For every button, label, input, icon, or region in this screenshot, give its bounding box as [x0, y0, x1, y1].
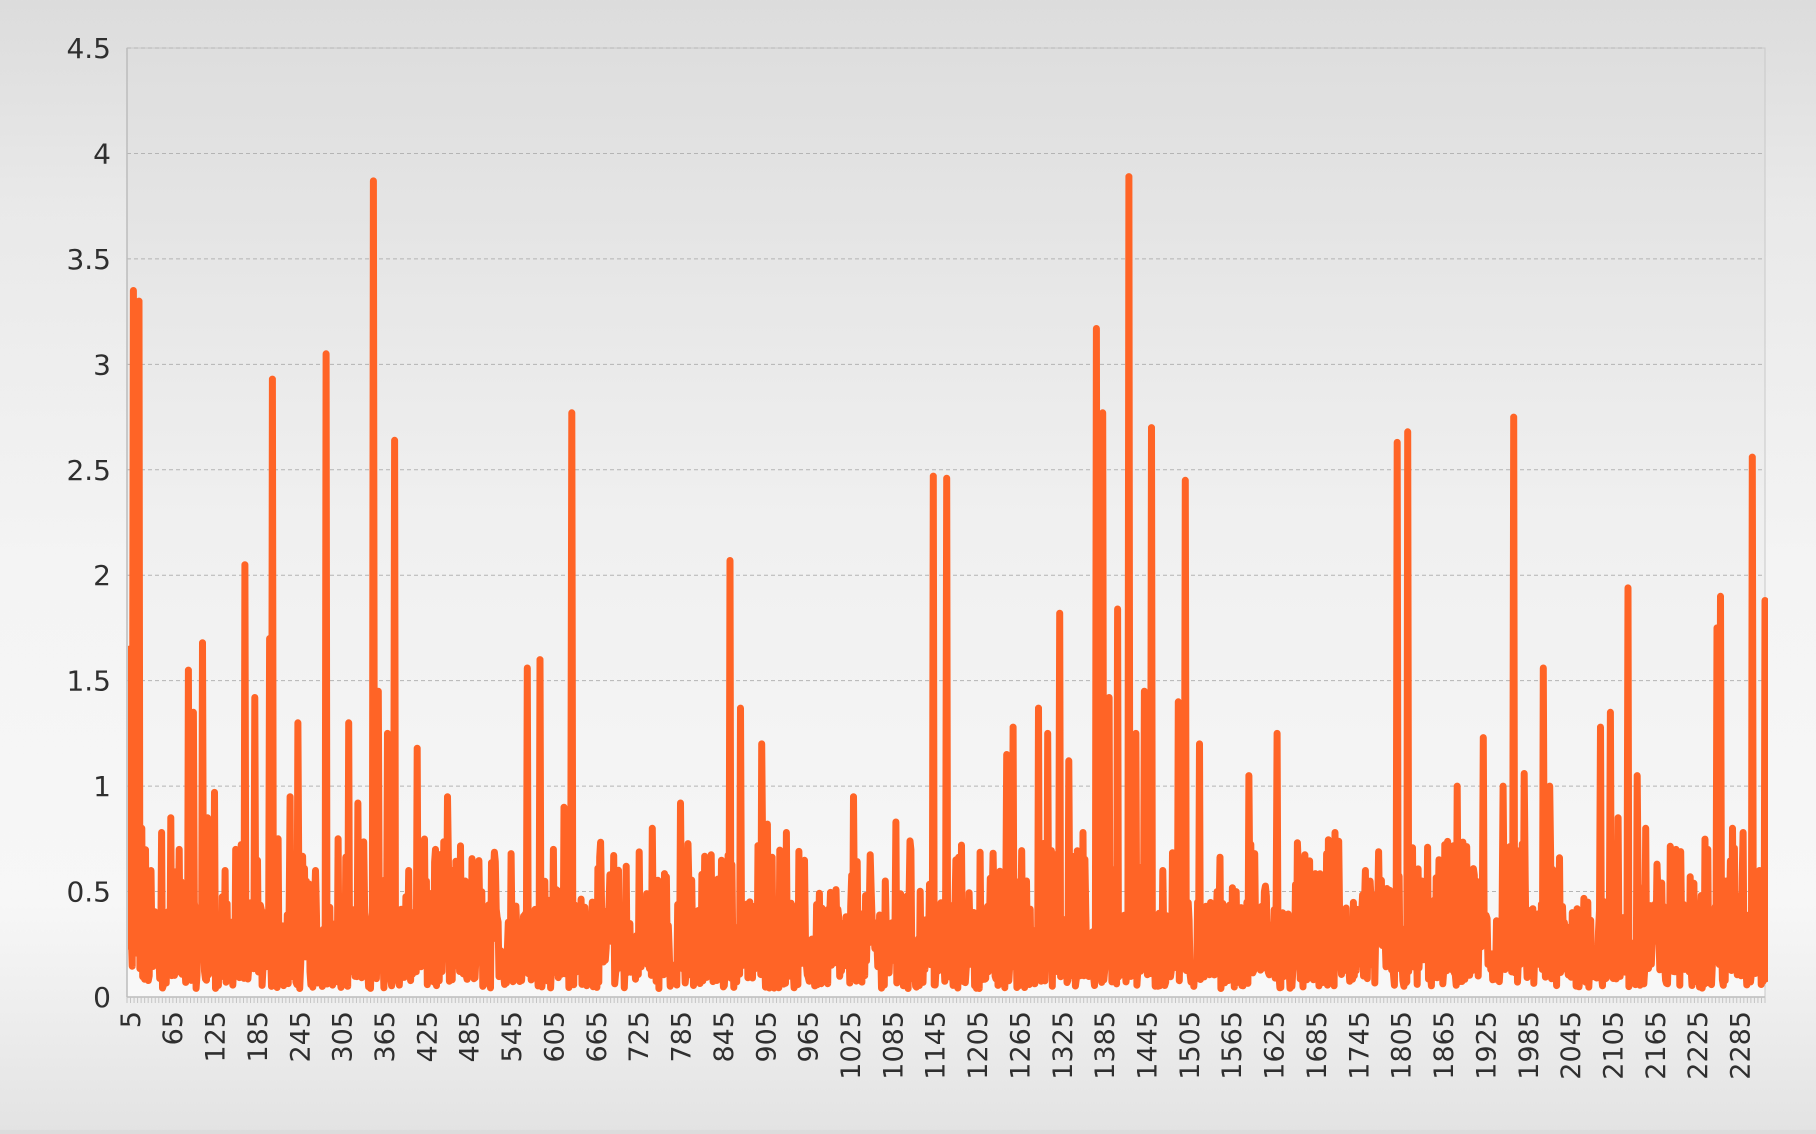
series-area [128, 173, 1768, 992]
x-tick-label: 1685 [1302, 1011, 1333, 1080]
x-tick-label: 2225 [1683, 1011, 1714, 1080]
x-tick-label: 905 [751, 1011, 782, 1063]
x-tick-label: 485 [455, 1011, 486, 1063]
series-line [128, 173, 1768, 992]
y-tick-label: 0.5 [66, 876, 111, 909]
x-tick-label: 125 [201, 1011, 232, 1063]
x-tick-label: 605 [539, 1011, 570, 1063]
x-tick-label: 1025 [836, 1011, 867, 1080]
y-axis-tick-labels: 0 0.5 1 1.5 2 2.5 3 3.5 4 4.5 [66, 32, 111, 1014]
x-tick-label: 1865 [1429, 1011, 1460, 1080]
x-tick-label: 1145 [921, 1011, 952, 1080]
gridlines [127, 47, 1765, 893]
x-tick-label: 305 [328, 1011, 359, 1063]
x-tick-label: 1265 [1005, 1011, 1036, 1080]
x-tick-label: 425 [412, 1011, 443, 1063]
x-tick-label: 2165 [1641, 1011, 1672, 1080]
x-tick-label: 545 [497, 1011, 528, 1063]
x-tick-label: 725 [624, 1011, 655, 1063]
y-tick-label: 3.5 [66, 243, 111, 276]
x-tick-label: 845 [709, 1011, 740, 1063]
y-tick-label: 1 [93, 770, 111, 803]
y-tick-label: 4 [93, 137, 111, 170]
x-tick-label: 185 [243, 1011, 274, 1063]
x-tick-label: 2045 [1556, 1011, 1587, 1080]
x-tick-label: 1805 [1387, 1011, 1418, 1080]
x-tick-label: 65 [158, 1011, 189, 1045]
x-axis-tick-labels: 5 65 125 185 245 305 365 425 485 545 605 665 725 785 8… [116, 1011, 1757, 1080]
y-tick-label: 0 [93, 981, 111, 1014]
x-tick-label: 1565 [1217, 1011, 1248, 1080]
x-tick-label: 1325 [1048, 1011, 1079, 1080]
x-tick-label: 1445 [1133, 1011, 1164, 1080]
y-tick-label: 3 [93, 348, 111, 381]
y-tick-label: 1.5 [66, 665, 111, 698]
x-tick-label: 1925 [1471, 1011, 1502, 1080]
x-tick-label: 2105 [1598, 1011, 1629, 1080]
x-tick-label: 1985 [1514, 1011, 1545, 1080]
x-tick-label: 5 [116, 1011, 147, 1028]
x-tick-label: 965 [794, 1011, 825, 1063]
x-tick-label: 1625 [1260, 1011, 1291, 1080]
x-tick-label: 365 [370, 1011, 401, 1063]
y-tick-label: 2 [93, 559, 111, 592]
x-tick-label: 245 [285, 1011, 316, 1063]
x-tick-label: 2285 [1726, 1011, 1757, 1080]
x-tick-label: 1745 [1344, 1011, 1375, 1080]
x-tick-label: 1085 [878, 1011, 909, 1080]
y-tick-label: 4.5 [66, 32, 111, 65]
x-tick-label: 1205 [963, 1011, 994, 1080]
y-tick-label: 2.5 [66, 454, 111, 487]
x-tick-label: 1385 [1090, 1011, 1121, 1080]
x-tick-label: 665 [582, 1011, 613, 1063]
x-tick-label: 1505 [1175, 1011, 1206, 1080]
x-tick-label: 785 [667, 1011, 698, 1063]
axes [126, 48, 1766, 1003]
